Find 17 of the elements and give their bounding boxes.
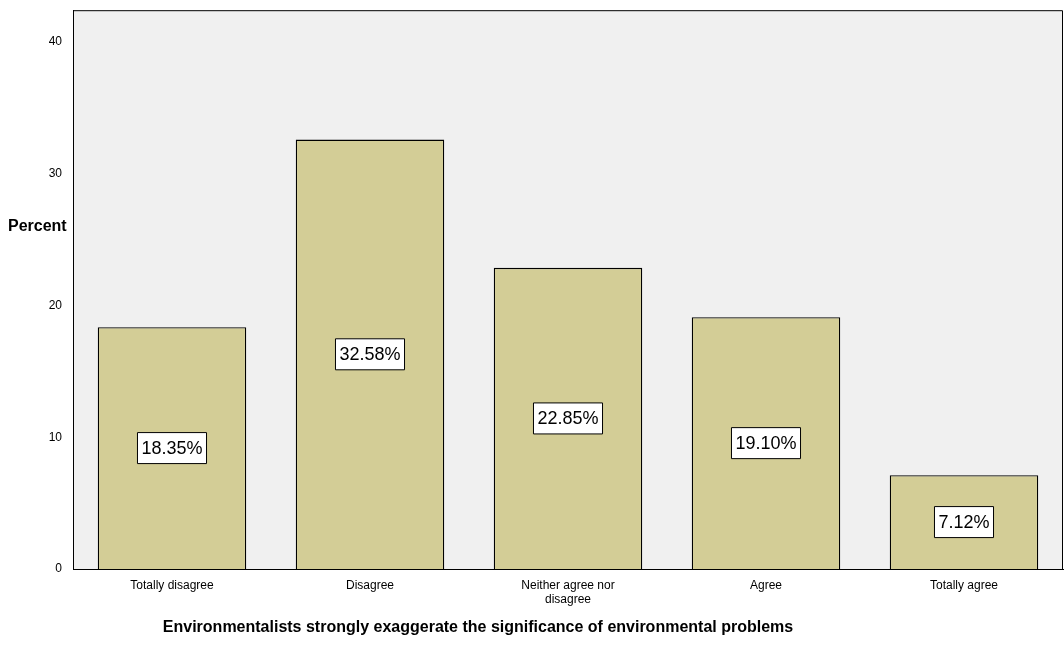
- data-label: 22.85%: [537, 408, 599, 429]
- x-tick-label: Totally disagree: [130, 577, 215, 592]
- y-tick-label: 20: [48, 297, 63, 312]
- x-tick-label: Disagree: [345, 577, 395, 592]
- data-label: 19.10%: [735, 433, 797, 454]
- y-tick-label: 10: [48, 429, 63, 444]
- data-label: 18.35%: [141, 438, 203, 459]
- data-label: 32.58%: [339, 344, 401, 365]
- x-tick-label: Totally agree: [929, 577, 999, 592]
- y-tick-label: 40: [48, 34, 63, 49]
- data-label: 7.12%: [938, 512, 990, 533]
- x-tick-label: Neither agree nor disagree: [521, 577, 615, 606]
- y-tick-label: 30: [48, 165, 63, 180]
- x-axis-title: Environmentalists strongly exaggerate the significance of environmental problems: [162, 618, 794, 636]
- y-axis-title: Percent: [8, 217, 68, 235]
- x-tick-label: Agree: [749, 577, 783, 592]
- y-tick-label: 0: [55, 561, 63, 576]
